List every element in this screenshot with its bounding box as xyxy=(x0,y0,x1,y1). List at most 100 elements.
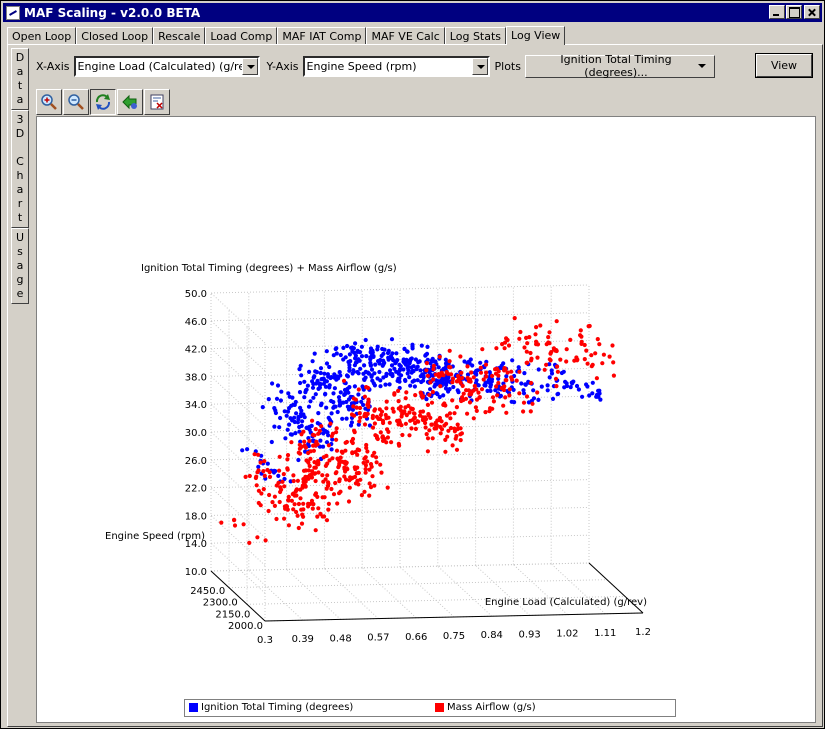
y-axis-select[interactable]: Engine Speed (rpm) xyxy=(302,55,490,77)
zoom-out-icon[interactable] xyxy=(63,89,89,115)
ignition-point xyxy=(462,359,467,364)
grid-line xyxy=(210,292,266,344)
x-axis-select[interactable]: Engine Load (Calculated) (g/rev) xyxy=(73,55,260,77)
tab-open-loop[interactable]: Open Loop xyxy=(7,27,77,45)
mass-airflow-point xyxy=(534,325,539,330)
ignition-point xyxy=(355,349,360,354)
mass-airflow-point xyxy=(514,378,519,383)
ignition-point xyxy=(437,394,442,400)
mass-airflow-point xyxy=(521,409,526,414)
mass-airflow-point xyxy=(313,427,318,432)
mass-airflow-point xyxy=(490,373,495,379)
title-bar[interactable]: MAF Scaling - v2.0.0 BETA xyxy=(3,3,822,22)
ignition-point xyxy=(419,343,424,348)
legend-item-mass-airflow: Mass Airflow (g/s) xyxy=(435,702,536,713)
grid-line xyxy=(210,423,590,433)
tab-load-comp[interactable]: Load Comp xyxy=(205,27,278,45)
mass-airflow-point xyxy=(324,453,329,458)
reset-icon[interactable] xyxy=(144,89,170,115)
mass-airflow-point xyxy=(425,373,430,378)
tab-rescale[interactable]: Rescale xyxy=(153,27,206,45)
ignition-point xyxy=(405,349,410,354)
tab-closed-loop[interactable]: Closed Loop xyxy=(76,27,154,45)
mass-airflow-point xyxy=(461,391,466,396)
zoom-in-icon[interactable] xyxy=(36,89,62,115)
mass-airflow-point xyxy=(465,411,470,416)
ignition-point xyxy=(375,344,380,349)
minimize-icon[interactable] xyxy=(769,5,785,19)
ignition-point xyxy=(487,370,492,375)
ignition-point xyxy=(327,417,332,422)
mass-airflow-point xyxy=(443,437,448,442)
close-icon[interactable] xyxy=(804,5,820,19)
mass-airflow-point xyxy=(343,440,348,445)
mass-airflow-point xyxy=(438,384,443,389)
tab-log-stats[interactable]: Log Stats xyxy=(444,27,507,45)
mass-airflow-point xyxy=(387,420,392,425)
ignition-point xyxy=(521,391,527,396)
mass-airflow-point xyxy=(593,351,598,356)
mass-airflow-point xyxy=(455,422,460,427)
mass-airflow-point xyxy=(413,393,418,398)
ignition-point xyxy=(278,398,283,403)
ignition-point xyxy=(311,395,316,400)
tab-log-view[interactable]: Log View xyxy=(506,26,566,45)
mass-airflow-point xyxy=(241,522,246,527)
ignition-point xyxy=(569,380,574,385)
ignition-point xyxy=(327,385,332,390)
mass-airflow-point xyxy=(282,484,287,489)
ignition-point xyxy=(318,366,324,371)
ignition-point xyxy=(379,353,384,358)
ignition-point xyxy=(350,371,355,376)
ignition-point xyxy=(356,371,361,376)
ignition-point xyxy=(455,388,460,393)
pan-icon[interactable] xyxy=(117,89,143,115)
ignition-point xyxy=(270,381,275,386)
plots-dropdown-button[interactable]: Ignition Total Timing (degrees)... xyxy=(524,53,715,79)
mass-airflow-point xyxy=(285,457,290,462)
tab-maf-iat-comp[interactable]: MAF IAT Comp xyxy=(277,27,367,45)
mass-airflow-point xyxy=(361,460,366,465)
chevron-down-icon[interactable] xyxy=(471,57,488,75)
maximize-icon[interactable] xyxy=(786,5,802,19)
ignition-point xyxy=(435,392,440,397)
ignition-point xyxy=(340,416,345,421)
mass-airflow-point xyxy=(328,421,333,426)
mass-airflow-point xyxy=(378,416,383,421)
mass-airflow-point xyxy=(313,443,318,448)
ignition-point xyxy=(482,383,487,388)
mass-airflow-point xyxy=(429,422,435,427)
legend-item-ignition: Ignition Total Timing (degrees) xyxy=(189,702,353,713)
ignition-point xyxy=(310,438,315,443)
ignition-point xyxy=(409,365,414,370)
mass-airflow-point xyxy=(555,364,560,369)
ignition-point xyxy=(298,380,303,386)
mass-airflow-point xyxy=(356,482,361,487)
tab-maf-ve-calc[interactable]: MAF VE Calc xyxy=(366,27,445,45)
chevron-down-icon[interactable] xyxy=(241,57,258,75)
mass-airflow-point xyxy=(355,447,360,452)
mass-airflow-point xyxy=(434,423,439,428)
ignition-point xyxy=(348,359,353,364)
ignition-point xyxy=(353,356,358,361)
ignition-point xyxy=(468,357,473,362)
ignition-point xyxy=(347,368,352,373)
view-button[interactable]: View xyxy=(755,53,813,78)
mass-airflow-point xyxy=(286,494,291,499)
ignition-point xyxy=(326,374,331,379)
ignition-point xyxy=(408,383,413,388)
z-tick-label: 26.0 xyxy=(185,456,207,467)
ignition-point xyxy=(402,360,407,365)
chart-3d[interactable]: 0.3 0.39 0.48 0.57 0.66 0.75 0.84 0.93 1.02 1.11 1… xyxy=(36,116,816,723)
mass-airflow-point xyxy=(399,408,404,413)
mass-airflow-point xyxy=(316,470,321,475)
grid-line xyxy=(248,569,304,621)
mass-airflow-point xyxy=(585,361,590,366)
mass-airflow-point xyxy=(314,439,319,444)
mass-airflow-point xyxy=(528,409,533,414)
rotate-icon[interactable] xyxy=(90,89,116,115)
